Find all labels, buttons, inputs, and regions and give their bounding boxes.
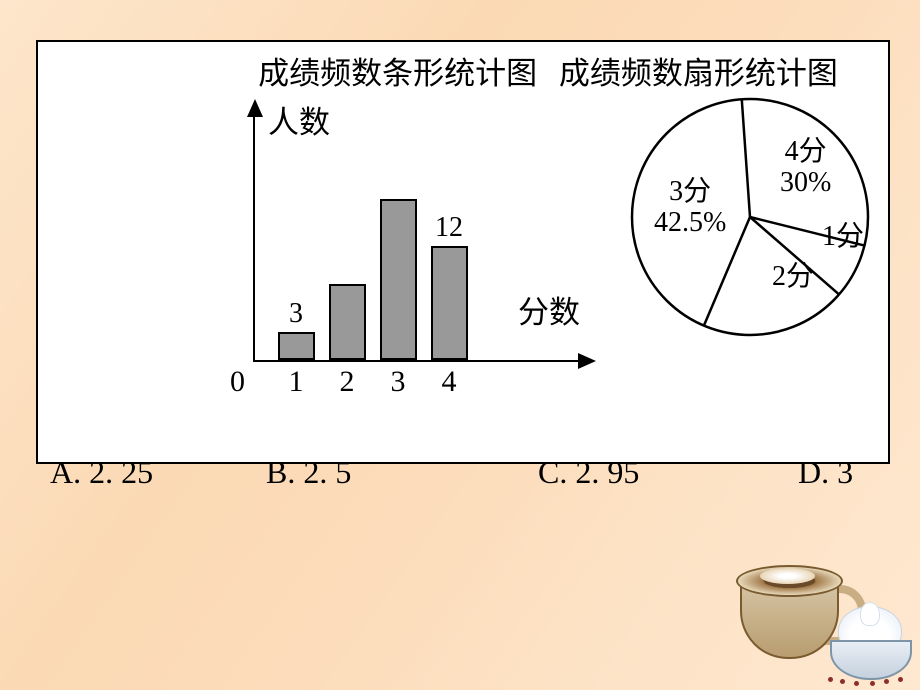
answer-a: A. 2. 25: [50, 454, 153, 491]
y-axis-arrow-icon: [247, 99, 263, 117]
x-axis: [253, 360, 588, 362]
bar-category-label: 4: [426, 365, 472, 399]
bar-category-label: 3: [375, 365, 421, 399]
bar: [431, 246, 468, 360]
answer-c: C. 2. 95: [538, 454, 639, 491]
answer-d: D. 3: [798, 454, 853, 491]
pie-slice-label: 3分42.5%: [654, 177, 726, 239]
bar-value-label: 3: [273, 298, 319, 330]
bar: [380, 199, 417, 361]
pie-chart-title: 成绩频数扇形统计图: [559, 48, 838, 93]
pie-chart: 4分30% 1分 2分 3分42.5%: [630, 97, 870, 337]
bar: [278, 332, 315, 361]
y-axis: [253, 112, 255, 362]
x-axis-arrow-icon: [578, 353, 596, 369]
pie-slice-label: 2分: [772, 262, 814, 293]
bar-category-label: 2: [324, 365, 370, 399]
x-axis-label: 分数: [518, 287, 580, 332]
y-axis-label: 人数: [268, 97, 330, 142]
answer-b: B. 2. 5: [266, 454, 351, 491]
pie-slice-label: 4分30%: [780, 137, 831, 199]
pie-slice-label: 1分: [822, 222, 864, 253]
chart-titles: 成绩频数条形统计图 成绩频数扇形统计图: [38, 48, 888, 93]
chart-panel: 成绩频数条形统计图 成绩频数扇形统计图 0 3123124 人数 分数 4分30…: [36, 40, 890, 464]
bar-chart-title: 成绩频数条形统计图: [258, 48, 537, 93]
bar: [329, 284, 366, 360]
origin-label: 0: [230, 365, 245, 399]
bar-value-label: 12: [426, 212, 472, 244]
bar-category-label: 1: [273, 365, 319, 399]
ice-cream-icon: [826, 606, 914, 684]
